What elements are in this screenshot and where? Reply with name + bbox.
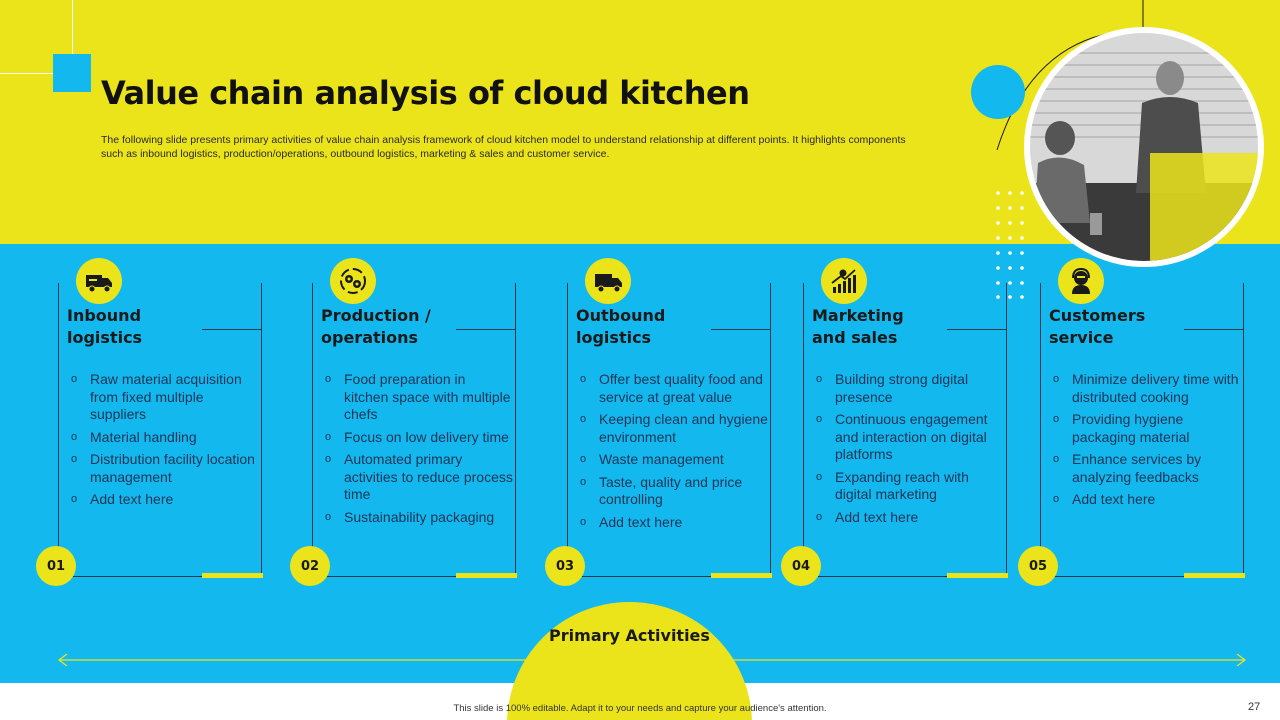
team-meeting-photo bbox=[1024, 27, 1264, 267]
value-chain-card: Production / operations Food preparation… bbox=[290, 258, 536, 588]
card-heading: Production / operations bbox=[321, 305, 431, 349]
activity-list: Minimize delivery time with distributed … bbox=[1051, 371, 1241, 514]
decorative-dots bbox=[996, 191, 1024, 299]
list-item: Distribution facility location managemen… bbox=[69, 451, 259, 486]
list-item: Enhance services by analyzing feedbacks bbox=[1051, 451, 1241, 486]
list-item: Material handling bbox=[69, 429, 259, 447]
gears-cycle-icon bbox=[330, 258, 376, 304]
activity-list: Raw material acquisition from fixed mult… bbox=[69, 371, 259, 514]
primary-activities-label: Primary Activities bbox=[549, 626, 710, 645]
heading-line: operations bbox=[321, 328, 419, 347]
delivery-truck-icon bbox=[76, 258, 122, 304]
card-heading: Marketing and sales bbox=[812, 305, 904, 349]
heading-line: Customers bbox=[1049, 306, 1146, 325]
value-chain-card: Outbound logistics Offer best quality fo… bbox=[545, 258, 791, 588]
list-item: Food preparation in kitchen space with m… bbox=[323, 371, 513, 424]
heading-line: and sales bbox=[812, 328, 898, 347]
list-item: Add text here bbox=[578, 514, 768, 532]
list-item: Taste, quality and price controlling bbox=[578, 474, 768, 509]
list-item: Waste management bbox=[578, 451, 768, 469]
step-number: 01 bbox=[36, 546, 76, 586]
list-item: Add text here bbox=[69, 491, 259, 509]
slide-title: Value chain analysis of cloud kitchen bbox=[101, 74, 750, 112]
heading-line: Outbound bbox=[576, 306, 666, 325]
support-agent-icon bbox=[1058, 258, 1104, 304]
card-border-top bbox=[1184, 329, 1244, 331]
decorative-circle bbox=[971, 65, 1025, 119]
card-border-top bbox=[947, 329, 1007, 331]
activity-list: Building strong digital presence Continu… bbox=[814, 371, 1004, 531]
heading-line: logistics bbox=[67, 328, 143, 347]
list-item: Keeping clean and hygiene environment bbox=[578, 411, 768, 446]
card-border bbox=[58, 283, 262, 577]
accent-bar bbox=[456, 573, 517, 578]
list-item: Add text here bbox=[1051, 491, 1241, 509]
accent-bar bbox=[202, 573, 263, 578]
list-item: Raw material acquisition from fixed mult… bbox=[69, 371, 259, 424]
activity-list: Food preparation in kitchen space with m… bbox=[323, 371, 513, 531]
heading-line: Inbound bbox=[67, 306, 142, 325]
decorative-line bbox=[72, 0, 73, 54]
step-number: 04 bbox=[781, 546, 821, 586]
value-chain-card: Inbound logistics Raw material acquisiti… bbox=[36, 258, 282, 588]
step-number: 05 bbox=[1018, 546, 1058, 586]
decorative-square bbox=[53, 54, 91, 92]
card-border-top bbox=[456, 329, 516, 331]
accent-bar bbox=[1184, 573, 1245, 578]
heading-line: logistics bbox=[576, 328, 652, 347]
card-border-top bbox=[711, 329, 771, 331]
card-heading: Inbound logistics bbox=[67, 305, 142, 349]
double-arrow-icon bbox=[58, 653, 1246, 667]
accent-bar bbox=[711, 573, 772, 578]
page-number: 27 bbox=[1248, 701, 1261, 713]
list-item: Focus on low delivery time bbox=[323, 429, 513, 447]
step-number: 03 bbox=[545, 546, 585, 586]
heading-line: service bbox=[1049, 328, 1114, 347]
list-item: Minimize delivery time with distributed … bbox=[1051, 371, 1241, 406]
list-item: Building strong digital presence bbox=[814, 371, 1004, 406]
card-border bbox=[567, 283, 771, 577]
footer-note: This slide is 100% editable. Adapt it to… bbox=[453, 703, 827, 714]
card-border bbox=[803, 283, 1007, 577]
card-heading: Customers service bbox=[1049, 305, 1145, 349]
list-item: Add text here bbox=[814, 509, 1004, 527]
card-heading: Outbound logistics bbox=[576, 305, 665, 349]
heading-line: Marketing bbox=[812, 306, 904, 325]
list-item: Sustainability packaging bbox=[323, 509, 513, 527]
list-item: Providing hygiene packaging material bbox=[1051, 411, 1241, 446]
heading-line: Production / bbox=[321, 306, 431, 325]
list-item: Offer best quality food and service at g… bbox=[578, 371, 768, 406]
slide-subtitle: The following slide presents primary act… bbox=[101, 134, 906, 160]
card-border-top bbox=[202, 329, 262, 331]
value-chain-card: Customers service Minimize delivery time… bbox=[1018, 258, 1264, 588]
step-number: 02 bbox=[290, 546, 330, 586]
activity-list: Offer best quality food and service at g… bbox=[578, 371, 768, 536]
decorative-line bbox=[0, 73, 53, 74]
list-item: Expanding reach with digital marketing bbox=[814, 469, 1004, 504]
value-chain-card: Marketing and sales Building strong digi… bbox=[781, 258, 1027, 588]
list-item: Automated primary activities to reduce p… bbox=[323, 451, 513, 504]
growth-chart-icon bbox=[821, 258, 867, 304]
accent-bar bbox=[947, 573, 1008, 578]
card-border bbox=[312, 283, 516, 577]
list-item: Continuous engagement and interaction on… bbox=[814, 411, 1004, 464]
truck-icon bbox=[585, 258, 631, 304]
card-border bbox=[1040, 283, 1244, 577]
